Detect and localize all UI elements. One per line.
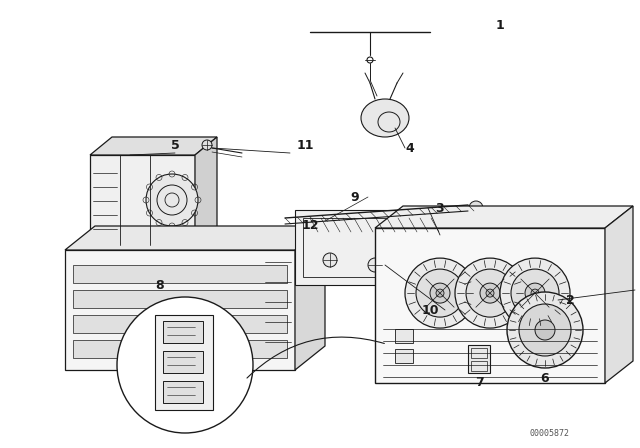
Bar bbox=[73, 265, 287, 283]
Circle shape bbox=[466, 269, 514, 317]
Bar bbox=[295, 210, 450, 285]
Text: 7: 7 bbox=[475, 375, 483, 388]
Text: 6: 6 bbox=[541, 371, 549, 384]
Bar bbox=[73, 290, 287, 308]
Bar bbox=[395, 349, 413, 363]
Bar bbox=[73, 340, 287, 358]
Circle shape bbox=[416, 269, 464, 317]
Text: 11: 11 bbox=[296, 138, 314, 151]
Circle shape bbox=[405, 258, 475, 328]
Bar bbox=[375, 228, 605, 383]
Text: 8: 8 bbox=[156, 279, 164, 292]
Circle shape bbox=[117, 297, 253, 433]
Bar bbox=[303, 218, 442, 277]
Circle shape bbox=[146, 174, 198, 226]
Circle shape bbox=[486, 289, 494, 297]
Bar bbox=[90, 155, 195, 245]
Circle shape bbox=[469, 201, 483, 215]
Polygon shape bbox=[65, 226, 325, 250]
Circle shape bbox=[480, 283, 500, 303]
Polygon shape bbox=[90, 137, 217, 155]
Circle shape bbox=[531, 289, 539, 297]
Bar bbox=[163, 351, 203, 373]
Bar bbox=[163, 381, 203, 403]
Text: 00005872: 00005872 bbox=[530, 429, 570, 438]
Bar bbox=[471, 348, 487, 358]
Circle shape bbox=[525, 283, 545, 303]
FancyArrowPatch shape bbox=[247, 337, 385, 378]
Circle shape bbox=[535, 320, 555, 340]
Ellipse shape bbox=[361, 99, 409, 137]
Circle shape bbox=[507, 292, 583, 368]
Circle shape bbox=[436, 289, 444, 297]
Bar bbox=[73, 315, 287, 333]
Polygon shape bbox=[605, 206, 633, 383]
Bar bbox=[395, 329, 413, 343]
Text: 9: 9 bbox=[351, 190, 359, 203]
Circle shape bbox=[323, 253, 337, 267]
Text: 10: 10 bbox=[421, 303, 439, 316]
Polygon shape bbox=[195, 137, 217, 245]
Circle shape bbox=[511, 269, 559, 317]
Circle shape bbox=[455, 258, 525, 328]
Circle shape bbox=[430, 283, 450, 303]
Text: 12: 12 bbox=[301, 219, 319, 232]
Bar bbox=[468, 345, 490, 373]
Circle shape bbox=[368, 258, 382, 272]
Circle shape bbox=[202, 140, 212, 150]
Polygon shape bbox=[295, 226, 325, 370]
Polygon shape bbox=[375, 206, 633, 228]
Text: 1: 1 bbox=[495, 18, 504, 31]
Bar bbox=[65, 250, 295, 370]
Text: 4: 4 bbox=[406, 142, 414, 155]
Text: 2: 2 bbox=[566, 293, 574, 306]
Text: 3: 3 bbox=[436, 202, 444, 215]
Bar bbox=[163, 321, 203, 343]
Bar bbox=[471, 361, 487, 371]
Bar bbox=[155, 315, 213, 410]
Circle shape bbox=[500, 258, 570, 328]
Circle shape bbox=[519, 304, 571, 356]
Text: 5: 5 bbox=[171, 138, 179, 151]
